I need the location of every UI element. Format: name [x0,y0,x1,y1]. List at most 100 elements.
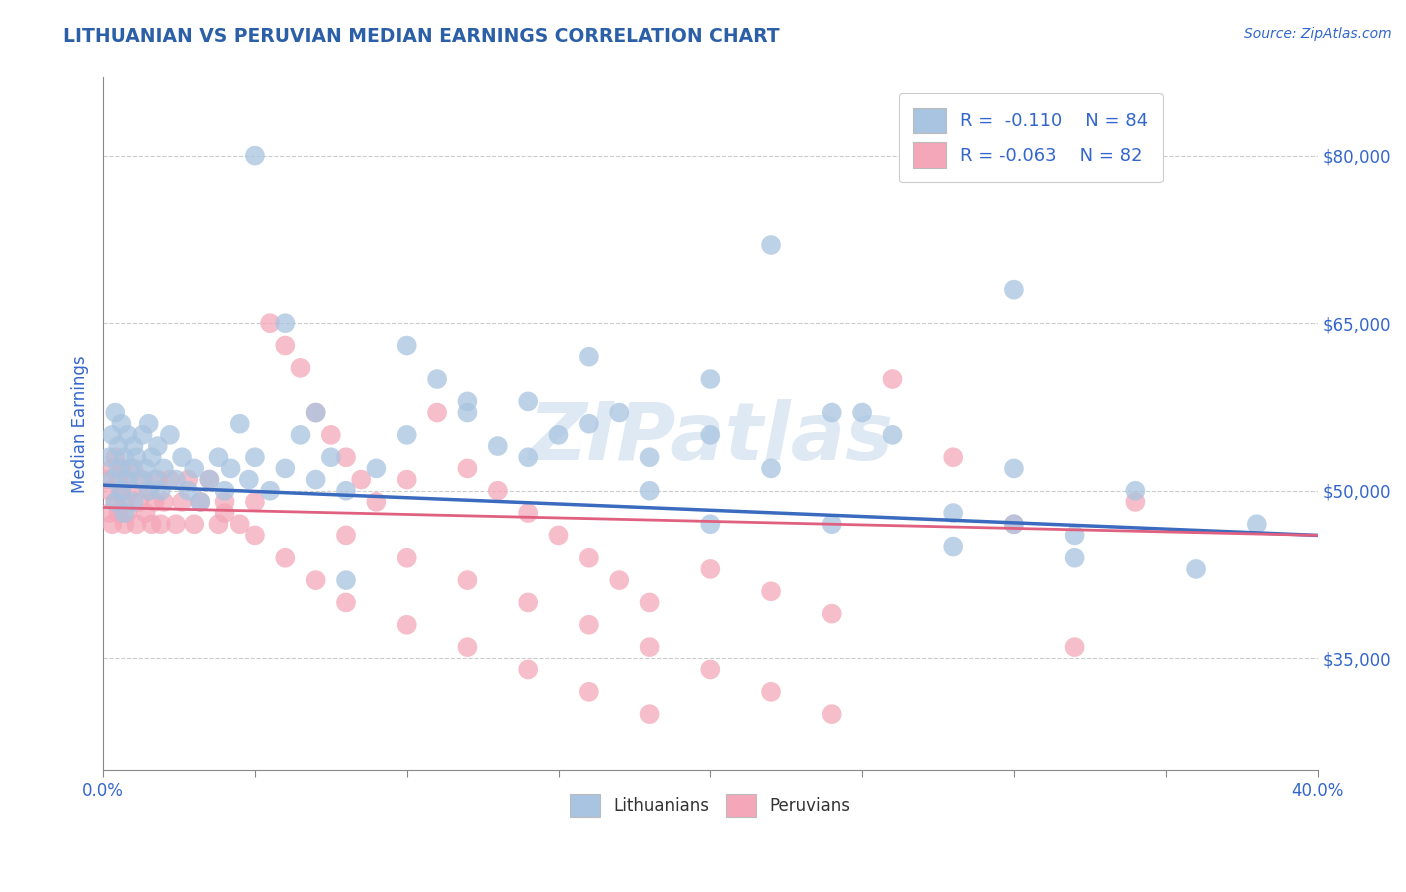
Point [207,450,229,465]
Point [107,461,129,475]
Point [1125,495,1147,509]
Point [517,595,540,609]
Point [638,640,661,654]
Point [153,461,176,475]
Point [274,338,297,352]
Point [149,483,172,498]
Point [517,506,540,520]
Point [395,550,418,565]
Point [699,372,721,386]
Point [214,506,236,520]
Point [98,506,121,520]
Point [578,417,600,431]
Point [942,540,965,554]
Point [122,461,145,475]
Point [117,473,139,487]
Point [243,450,266,465]
Point [456,394,478,409]
Point [517,663,540,677]
Point [141,450,163,465]
Point [101,461,124,475]
Point [229,417,252,431]
Point [290,360,312,375]
Point [98,450,121,465]
Point [1063,528,1085,542]
Point [122,495,145,509]
Point [1063,640,1085,654]
Text: ZIPatlas: ZIPatlas [527,399,893,476]
Point [198,473,221,487]
Point [638,707,661,722]
Point [366,461,388,475]
Point [274,550,297,565]
Point [759,584,782,599]
Point [112,517,135,532]
Point [426,372,449,386]
Point [607,573,630,587]
Point [153,495,176,509]
Point [131,428,153,442]
Point [131,473,153,487]
Point [101,428,124,442]
Point [456,461,478,475]
Point [107,506,129,520]
Point [104,495,127,509]
Point [274,316,297,330]
Point [229,517,252,532]
Point [395,338,418,352]
Point [638,595,661,609]
Point [699,428,721,442]
Point [638,483,661,498]
Point [1185,562,1208,576]
Point [395,473,418,487]
Point [238,473,260,487]
Point [165,473,187,487]
Point [882,372,904,386]
Point [188,495,211,509]
Point [138,483,160,498]
Point [274,461,297,475]
Point [207,517,229,532]
Point [159,473,181,487]
Point [143,495,166,509]
Point [335,528,357,542]
Point [821,517,844,532]
Point [135,461,157,475]
Point [107,439,129,453]
Point [821,405,844,419]
Point [117,428,139,442]
Point [259,316,281,330]
Point [125,450,148,465]
Point [759,238,782,252]
Point [1002,283,1025,297]
Point [138,417,160,431]
Point [110,417,132,431]
Point [851,405,873,419]
Point [141,517,163,532]
Point [578,350,600,364]
Point [319,428,342,442]
Point [517,394,540,409]
Point [125,517,148,532]
Point [101,517,124,532]
Point [149,517,172,532]
Point [942,506,965,520]
Point [304,405,326,419]
Point [335,573,357,587]
Point [578,685,600,699]
Point [143,473,166,487]
Point [243,495,266,509]
Point [1002,517,1025,532]
Point [366,495,388,509]
Point [170,450,193,465]
Point [456,573,478,587]
Point [110,461,132,475]
Point [146,439,169,453]
Point [110,483,132,498]
Point [699,517,721,532]
Point [243,148,266,162]
Point [759,461,782,475]
Point [395,617,418,632]
Point [821,607,844,621]
Point [112,495,135,509]
